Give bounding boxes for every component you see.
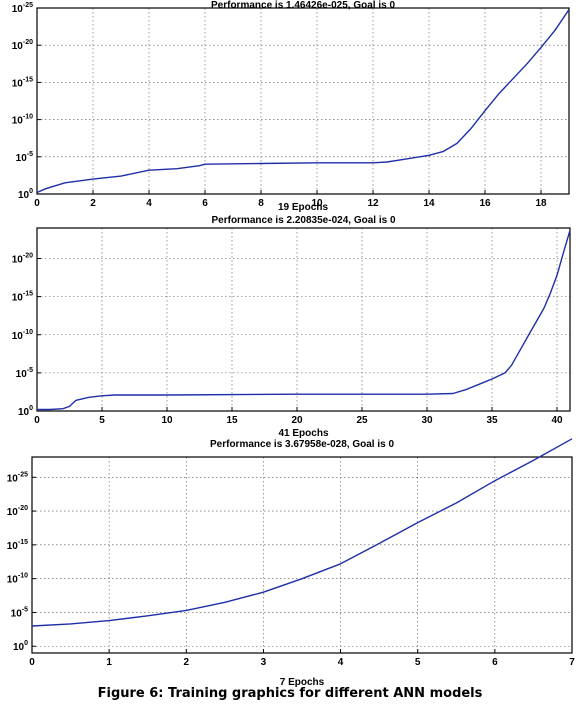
x-tick-label: 6	[202, 198, 208, 209]
x-tick-label: 7	[569, 657, 575, 668]
plot-frame	[36, 7, 570, 195]
x-tick-label: 12	[367, 198, 379, 209]
figure-caption: Figure 6: Training graphics for differen…	[98, 686, 483, 701]
x-tick-label: 0	[29, 657, 35, 668]
x-tick-label: 10	[311, 198, 323, 209]
y-tick-label: 10-25	[12, 2, 33, 15]
x-tick-label: 20	[291, 415, 303, 426]
performance-series-line	[37, 230, 571, 411]
y-tick-label: 100	[18, 188, 33, 201]
x-tick-label: 10	[161, 415, 173, 426]
plot-area	[37, 228, 570, 411]
y-tick-label: 10-20	[7, 505, 28, 518]
x-tick-label: 2	[184, 657, 190, 668]
y-tick-label: 10-15	[12, 291, 33, 304]
x-tick-label: 0	[34, 198, 40, 209]
x-axis-label: 41 Epochs	[278, 428, 328, 439]
y-tick-label: 100	[13, 640, 28, 653]
x-tick-label: 4	[338, 657, 344, 668]
training-chart-1: 0 2 4 6 8 10 12 14 16 18 100 10-5 10-10 10-15 10-20 10-…	[12, 0, 570, 213]
x-tick-label: 6	[492, 657, 498, 668]
x-tick-label: 40	[551, 415, 563, 426]
x-tick-label: 30	[421, 415, 433, 426]
x-tick-label: 5	[415, 657, 421, 668]
x-tick-label: 1	[106, 657, 112, 668]
y-tick-label: 10-25	[7, 471, 28, 484]
x-tick-label: 16	[479, 198, 491, 209]
plot-frame	[31, 456, 573, 654]
x-tick-label: 25	[356, 415, 368, 426]
x-tick-label: 15	[226, 415, 238, 426]
y-tick-label: 10-5	[16, 151, 33, 164]
y-tick-label: 10-10	[12, 329, 33, 342]
x-axis-label: 19 Epochs	[278, 202, 328, 213]
y-tick-label: 10-5	[11, 606, 28, 619]
x-tick-label: 5	[99, 415, 105, 426]
x-axis-label: 7 Epochs	[280, 677, 325, 688]
x-tick-label: 8	[258, 198, 264, 209]
y-tick-label: 10-20	[12, 39, 33, 52]
training-chart-3: 0 1 2 3 4 5 6 7 100 10-5 10-10 10-15 10-20 10-25 Perfo…	[7, 438, 575, 688]
y-tick-label: 10-15	[7, 539, 28, 552]
training-chart-2: 0 5 10 15 20 25 30 35 40 100 10-5 10-10 10-15 10-20 Pe…	[12, 215, 571, 439]
y-tick-label: 100	[18, 405, 33, 418]
x-tick-label: 35	[486, 415, 498, 426]
y-tick-label: 10-10	[7, 573, 28, 586]
plot-area	[32, 457, 572, 653]
chart-title: Performance is 3.67958e-028, Goal is 0	[210, 439, 394, 450]
chart-title: Performance is 1.46426e-025, Goal is 0	[211, 0, 395, 11]
x-tick-label: 2	[90, 198, 96, 209]
performance-series-line	[31, 438, 573, 627]
chart-title: Performance is 2.20835e-024, Goal is 0	[212, 215, 396, 226]
y-tick-label: 10-15	[12, 76, 33, 89]
x-tick-label: 18	[535, 198, 547, 209]
performance-series-line	[36, 9, 570, 194]
y-tick-label: 10-20	[12, 253, 33, 266]
x-tick-label: 4	[146, 198, 152, 209]
y-tick-label: 10-5	[16, 367, 33, 380]
x-tick-label: 0	[34, 415, 40, 426]
y-tick-label: 10-10	[12, 114, 33, 127]
x-tick-label: 14	[423, 198, 435, 209]
plot-frame	[36, 227, 571, 412]
x-tick-label: 3	[261, 657, 267, 668]
plot-area	[37, 8, 569, 194]
